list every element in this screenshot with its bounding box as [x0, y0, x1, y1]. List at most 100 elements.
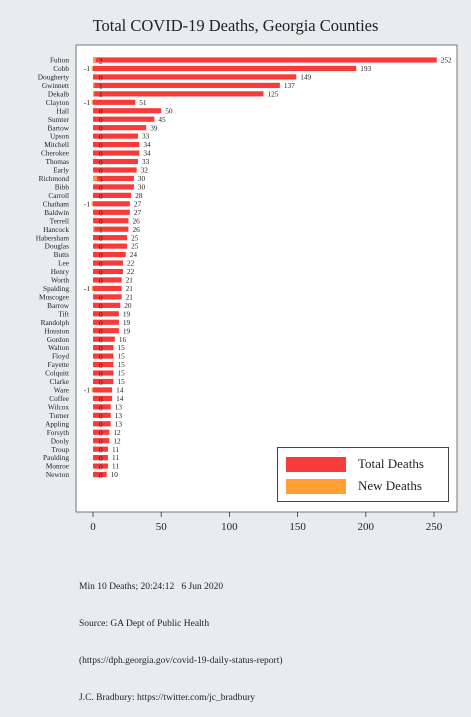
category-label: Bibb	[55, 183, 70, 192]
category-label: Sumter	[48, 115, 70, 124]
total-value-label: 25	[131, 242, 139, 251]
new-value-label: 0	[99, 327, 103, 336]
category-label: Colquitt	[45, 369, 69, 378]
bar-total-tift	[93, 311, 119, 317]
category-label: Newton	[46, 470, 69, 479]
bar-total-monroe	[93, 463, 109, 469]
category-label: Walton	[48, 343, 69, 352]
plot-area	[75, 44, 458, 513]
new-value-label: -1	[84, 64, 90, 73]
total-value-label: 45	[158, 115, 166, 124]
new-value-label: 0	[99, 192, 103, 201]
category-label: Randolph	[41, 318, 70, 327]
bar-total-upson	[93, 133, 139, 139]
total-value-label: 14	[116, 386, 124, 395]
category-label: Clayton	[46, 98, 69, 107]
total-value-label: 11	[112, 462, 119, 471]
total-value-label: 25	[131, 233, 139, 242]
bar-total-appling	[93, 421, 111, 427]
x-tick-label: 200	[358, 521, 375, 533]
new-value-label: 0	[99, 209, 103, 218]
new-value-label: 0	[99, 403, 103, 412]
category-label: Forsyth	[47, 428, 70, 437]
bar-new-dekalb	[93, 91, 95, 97]
bar-new-gwinnett	[93, 83, 95, 88]
total-value-label: 33	[142, 132, 150, 141]
bar-total-newton	[93, 471, 107, 478]
new-value-label: 0	[99, 437, 103, 446]
category-label: Coffee	[49, 394, 69, 403]
bar-total-turner	[93, 412, 111, 418]
total-value-label: 27	[134, 199, 142, 208]
x-tick-label: 50	[156, 521, 168, 533]
bar-total-sumter	[93, 116, 155, 122]
new-value-label: 0	[99, 361, 103, 370]
total-value-label: 15	[117, 352, 125, 361]
bar-total-mitchell	[93, 142, 140, 148]
new-value-label: 0	[99, 412, 103, 421]
category-label: Clarke	[50, 377, 69, 386]
total-value-label: 15	[117, 377, 125, 386]
category-label: Tift	[58, 309, 69, 318]
new-value-label: 0	[99, 446, 103, 455]
bar-total-walton	[93, 345, 114, 351]
bar-total-richmond	[93, 175, 134, 182]
bar-total-paulding	[93, 455, 109, 461]
legend-swatch-total	[286, 456, 346, 472]
category-label: Chatham	[43, 199, 70, 208]
bar-total-troup	[93, 446, 109, 452]
total-value-label: 15	[117, 343, 125, 352]
total-value-label: 21	[126, 284, 134, 293]
total-value-label: 30	[138, 183, 146, 192]
new-value-label: 0	[99, 166, 103, 175]
total-value-label: 33	[142, 157, 150, 166]
legend-swatch-new	[286, 478, 346, 494]
new-value-label: 2	[99, 56, 103, 65]
total-value-label: 27	[134, 208, 142, 217]
total-value-label: 14	[116, 394, 124, 403]
new-value-label: 0	[99, 234, 103, 243]
category-label: Fulton	[50, 56, 69, 65]
new-value-label: 0	[99, 378, 103, 387]
bar-new-spalding	[91, 286, 93, 291]
new-value-label: 0	[99, 336, 103, 345]
bar-total-chatham	[93, 201, 130, 207]
total-value-label: 39	[150, 123, 158, 132]
total-value-label: 12	[113, 436, 121, 445]
total-value-label: 20	[124, 301, 132, 310]
bars-layer	[91, 57, 437, 478]
new-value-label: 0	[99, 149, 103, 158]
legend-item-new: New Deaths	[286, 476, 422, 496]
bar-total-dekalb	[93, 91, 264, 97]
category-label: Douglas	[45, 242, 69, 251]
bar-new-richmond	[93, 176, 98, 181]
legend-label-new: New Deaths	[358, 478, 422, 493]
total-value-label: 22	[127, 267, 135, 276]
new-value-label: 0	[99, 243, 103, 252]
bar-total-wilcox	[93, 404, 111, 410]
total-value-label: 32	[141, 166, 149, 175]
bar-total-early	[93, 167, 137, 173]
new-value-label: 0	[99, 310, 103, 319]
category-label: Gordon	[47, 335, 70, 344]
bar-total-dougherty	[93, 74, 297, 80]
category-label: Mitchell	[44, 140, 69, 149]
category-label: Carroll	[48, 191, 69, 200]
total-value-label: 21	[126, 292, 134, 301]
new-value-label: 0	[99, 471, 103, 480]
new-value-label: 0	[99, 107, 103, 116]
new-value-label: 0	[99, 158, 103, 167]
bar-total-ware	[93, 387, 113, 393]
chart-plot: 2522193-114901371125151-1500450390330340…	[36, 44, 458, 533]
bar-new-ware	[91, 387, 93, 393]
bar-total-houston	[93, 328, 119, 334]
category-label: Muscogee	[39, 292, 69, 301]
bar-total-clarke	[93, 378, 114, 385]
legend-label-total: Total Deaths	[358, 456, 424, 471]
category-label: Houston	[44, 326, 69, 335]
bar-total-colquitt	[93, 370, 114, 376]
legend-item-total: Total Deaths	[286, 454, 424, 474]
category-label: Fayette	[48, 360, 69, 369]
bar-total-randolph	[93, 319, 119, 325]
category-label: Worth	[51, 276, 69, 285]
